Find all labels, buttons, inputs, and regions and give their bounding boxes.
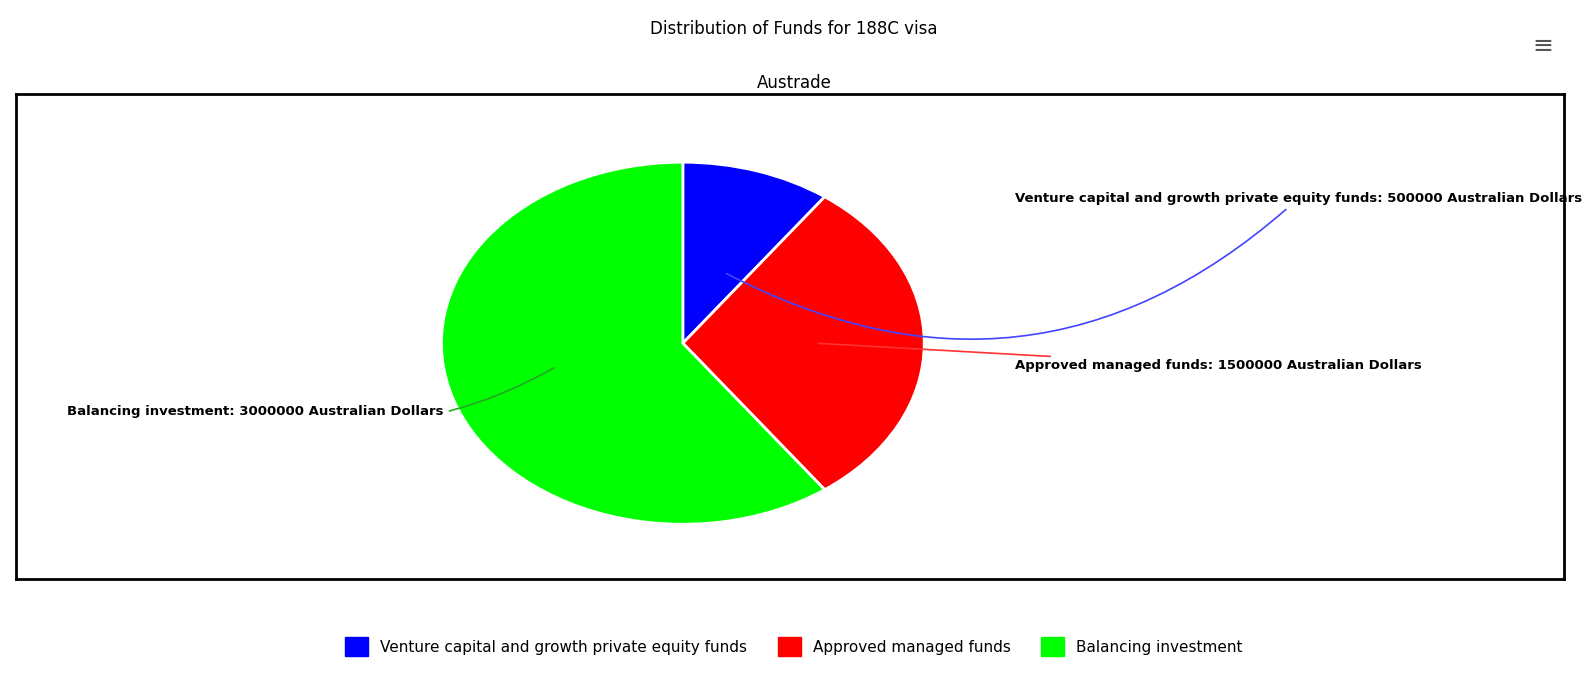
- Text: Balancing investment: 3000000 Australian Dollars: Balancing investment: 3000000 Australian…: [67, 367, 554, 418]
- Text: Venture capital and growth private equity funds: 500000 Australian Dollars: Venture capital and growth private equit…: [726, 192, 1582, 339]
- Wedge shape: [441, 162, 824, 524]
- Legend: Venture capital and growth private equity funds, Approved managed funds, Balanci: Venture capital and growth private equit…: [338, 631, 1250, 662]
- Text: Austrade: Austrade: [756, 74, 832, 92]
- Wedge shape: [683, 197, 924, 490]
- Text: Approved managed funds: 1500000 Australian Dollars: Approved managed funds: 1500000 Australi…: [818, 343, 1421, 372]
- Text: ≡: ≡: [1532, 34, 1553, 58]
- Text: Distribution of Funds for 188C visa: Distribution of Funds for 188C visa: [649, 20, 939, 38]
- Wedge shape: [683, 162, 824, 343]
